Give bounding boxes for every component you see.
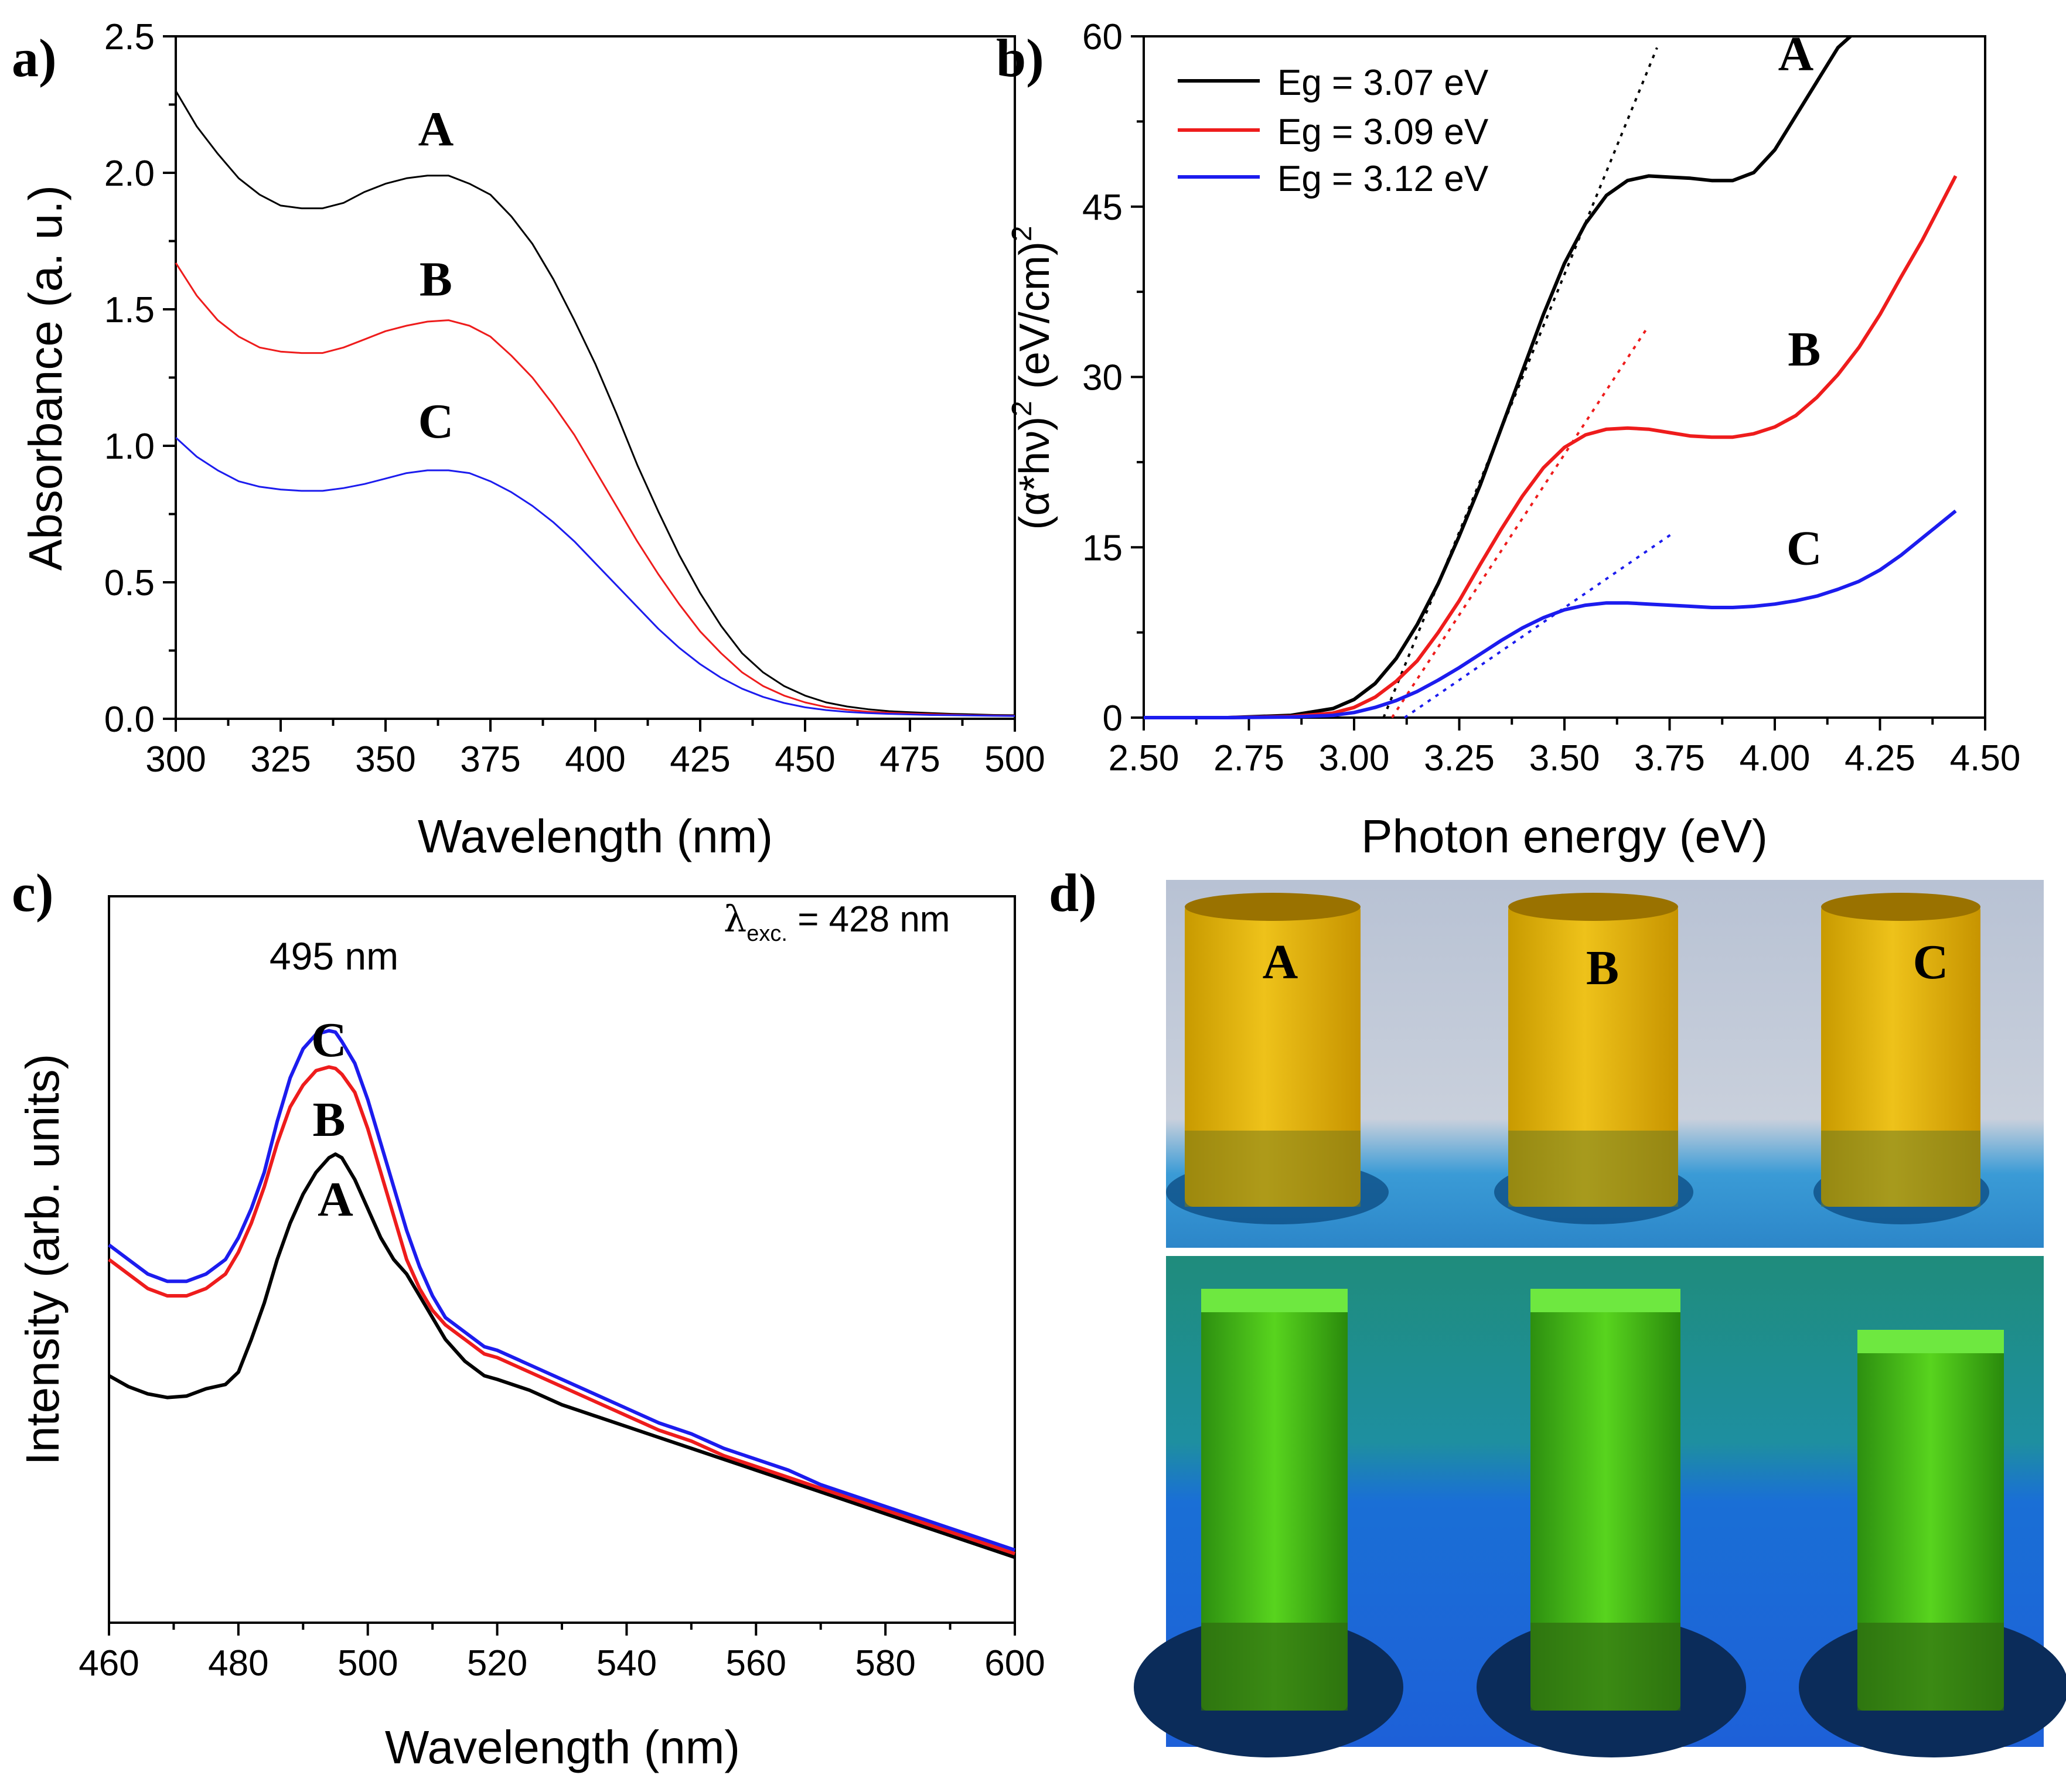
series-label-C: C xyxy=(418,394,454,449)
series-label-A: A xyxy=(1778,27,1814,81)
legend-label-B: Eg = 3.09 eV xyxy=(1277,112,1489,152)
y-tick-label: 0.0 xyxy=(104,699,155,740)
x-tick-label: 400 xyxy=(565,739,625,780)
chart-a-ylabel: Absorbance (a. u.) xyxy=(19,185,71,571)
x-tick-label: 3.75 xyxy=(1634,738,1705,779)
chart-a: 300 325 350 375 400 425 450 475 500 0.0 0.5 1.0 1.5 2… xyxy=(19,17,1045,862)
tangent-line-C xyxy=(1404,531,1675,719)
x-tick-label: 4.25 xyxy=(1845,738,1915,779)
chart-c-xlabel: Wavelength (nm) xyxy=(385,1721,740,1773)
series-line-B xyxy=(1144,175,1958,719)
x-tick-label: 300 xyxy=(145,739,206,780)
x-tick-label: 425 xyxy=(670,739,730,780)
series-line-B xyxy=(108,1065,1015,1556)
series-label-C: C xyxy=(311,1013,347,1067)
x-tick-label: 500 xyxy=(337,1643,398,1684)
y-tick-label: 0 xyxy=(1103,698,1123,739)
x-tick-label: 375 xyxy=(460,739,520,780)
vial-B-uv xyxy=(1530,1289,1680,1711)
series-label-B: B xyxy=(312,1093,345,1147)
x-tick-label: 500 xyxy=(984,739,1045,780)
vial-A-uv xyxy=(1201,1289,1348,1711)
y-tick-label: 30 xyxy=(1082,358,1123,398)
y-tick-label: 2.0 xyxy=(104,153,155,194)
x-tick-label: 460 xyxy=(79,1643,139,1684)
y-tick-label: 15 xyxy=(1082,528,1123,568)
tangent-line-B xyxy=(1390,325,1650,719)
x-tick-label: 520 xyxy=(467,1643,527,1684)
series-label-B: B xyxy=(420,252,452,307)
x-tick-label: 3.25 xyxy=(1424,738,1495,779)
peak-label: 495 nm xyxy=(270,934,398,978)
y-tick-label: 1.0 xyxy=(104,426,155,467)
y-tick-label: 60 xyxy=(1082,17,1123,57)
x-tick-label: 4.50 xyxy=(1950,738,2021,779)
x-tick-label: 450 xyxy=(775,739,835,780)
panel-label-a: a) xyxy=(12,28,57,88)
x-tick-label: 475 xyxy=(879,739,940,780)
chart-b: 2.50 2.75 3.00 3.25 3.50 3.75 4.00 4.25 4.50 0 15 3… xyxy=(1007,17,2020,862)
x-tick-label: 580 xyxy=(855,1643,915,1684)
vial-label-C: C xyxy=(1913,935,1949,989)
panel-label-c: c) xyxy=(12,863,53,923)
y-tick-label: 0.5 xyxy=(104,563,155,603)
x-tick-label: 350 xyxy=(355,739,415,780)
series-line-B xyxy=(175,262,1015,717)
chart-c-frame xyxy=(108,895,1016,1624)
photo-panel: A B C xyxy=(1134,880,2066,1757)
vial-label-A: A xyxy=(1263,935,1298,989)
x-tick-label: 540 xyxy=(596,1643,657,1684)
panel-label-d: d) xyxy=(1049,863,1097,923)
chart-b-legend: Eg = 3.07 eV Eg = 3.09 eV Eg = 3.12 eV xyxy=(1178,63,1489,199)
legend-label-A: Eg = 3.07 eV xyxy=(1277,63,1489,103)
photo-daylight: A B C xyxy=(1166,880,2044,1248)
series-line-C xyxy=(175,436,1015,717)
tangent-line-A xyxy=(1382,47,1658,718)
series-line-A xyxy=(108,1152,1015,1559)
photo-uv xyxy=(1134,1256,2066,1757)
series-label-C: C xyxy=(1787,521,1822,575)
y-tick-label: 1.5 xyxy=(104,290,155,330)
series-line-C xyxy=(108,1029,1015,1552)
excitation-label: λexc. = 428 nm xyxy=(724,897,950,946)
x-tick-label: 3.00 xyxy=(1319,738,1390,779)
series-line-A xyxy=(175,90,1015,716)
x-tick-label: 2.50 xyxy=(1109,738,1179,779)
chart-c: 460 480 500 520 540 560 580 600 ABC 495 nm λexc… xyxy=(16,895,1045,1773)
chart-b-xlabel: Photon energy (eV) xyxy=(1361,810,1768,862)
chart-b-frame xyxy=(1143,35,1986,719)
chart-c-ylabel: Intensity (arb. units) xyxy=(16,1054,69,1466)
chart-a-frame xyxy=(175,35,1016,720)
x-tick-label: 480 xyxy=(208,1643,268,1684)
series-label-B: B xyxy=(1788,322,1820,377)
chart-b-ylabel: (α*hν)2 (eV/cm)2 xyxy=(1007,226,1058,530)
y-tick-label: 2.5 xyxy=(104,17,155,57)
x-tick-label: 4.00 xyxy=(1740,738,1811,779)
series-label-A: A xyxy=(418,102,454,156)
x-tick-label: 3.50 xyxy=(1529,738,1600,779)
series-label-A: A xyxy=(318,1173,353,1227)
panel-label-b: b) xyxy=(996,28,1044,88)
vial-C-uv xyxy=(1857,1330,2004,1711)
series-line-C xyxy=(1144,509,1957,719)
vial-label-B: B xyxy=(1586,941,1619,995)
x-tick-label: 325 xyxy=(250,739,311,780)
x-tick-label: 560 xyxy=(726,1643,786,1684)
x-tick-label: 600 xyxy=(984,1643,1045,1684)
series-line-A xyxy=(1144,35,1852,719)
chart-a-xlabel: Wavelength (nm) xyxy=(418,810,773,862)
legend-label-C: Eg = 3.12 eV xyxy=(1277,159,1489,199)
x-tick-label: 2.75 xyxy=(1213,738,1284,779)
y-tick-label: 45 xyxy=(1082,187,1123,228)
